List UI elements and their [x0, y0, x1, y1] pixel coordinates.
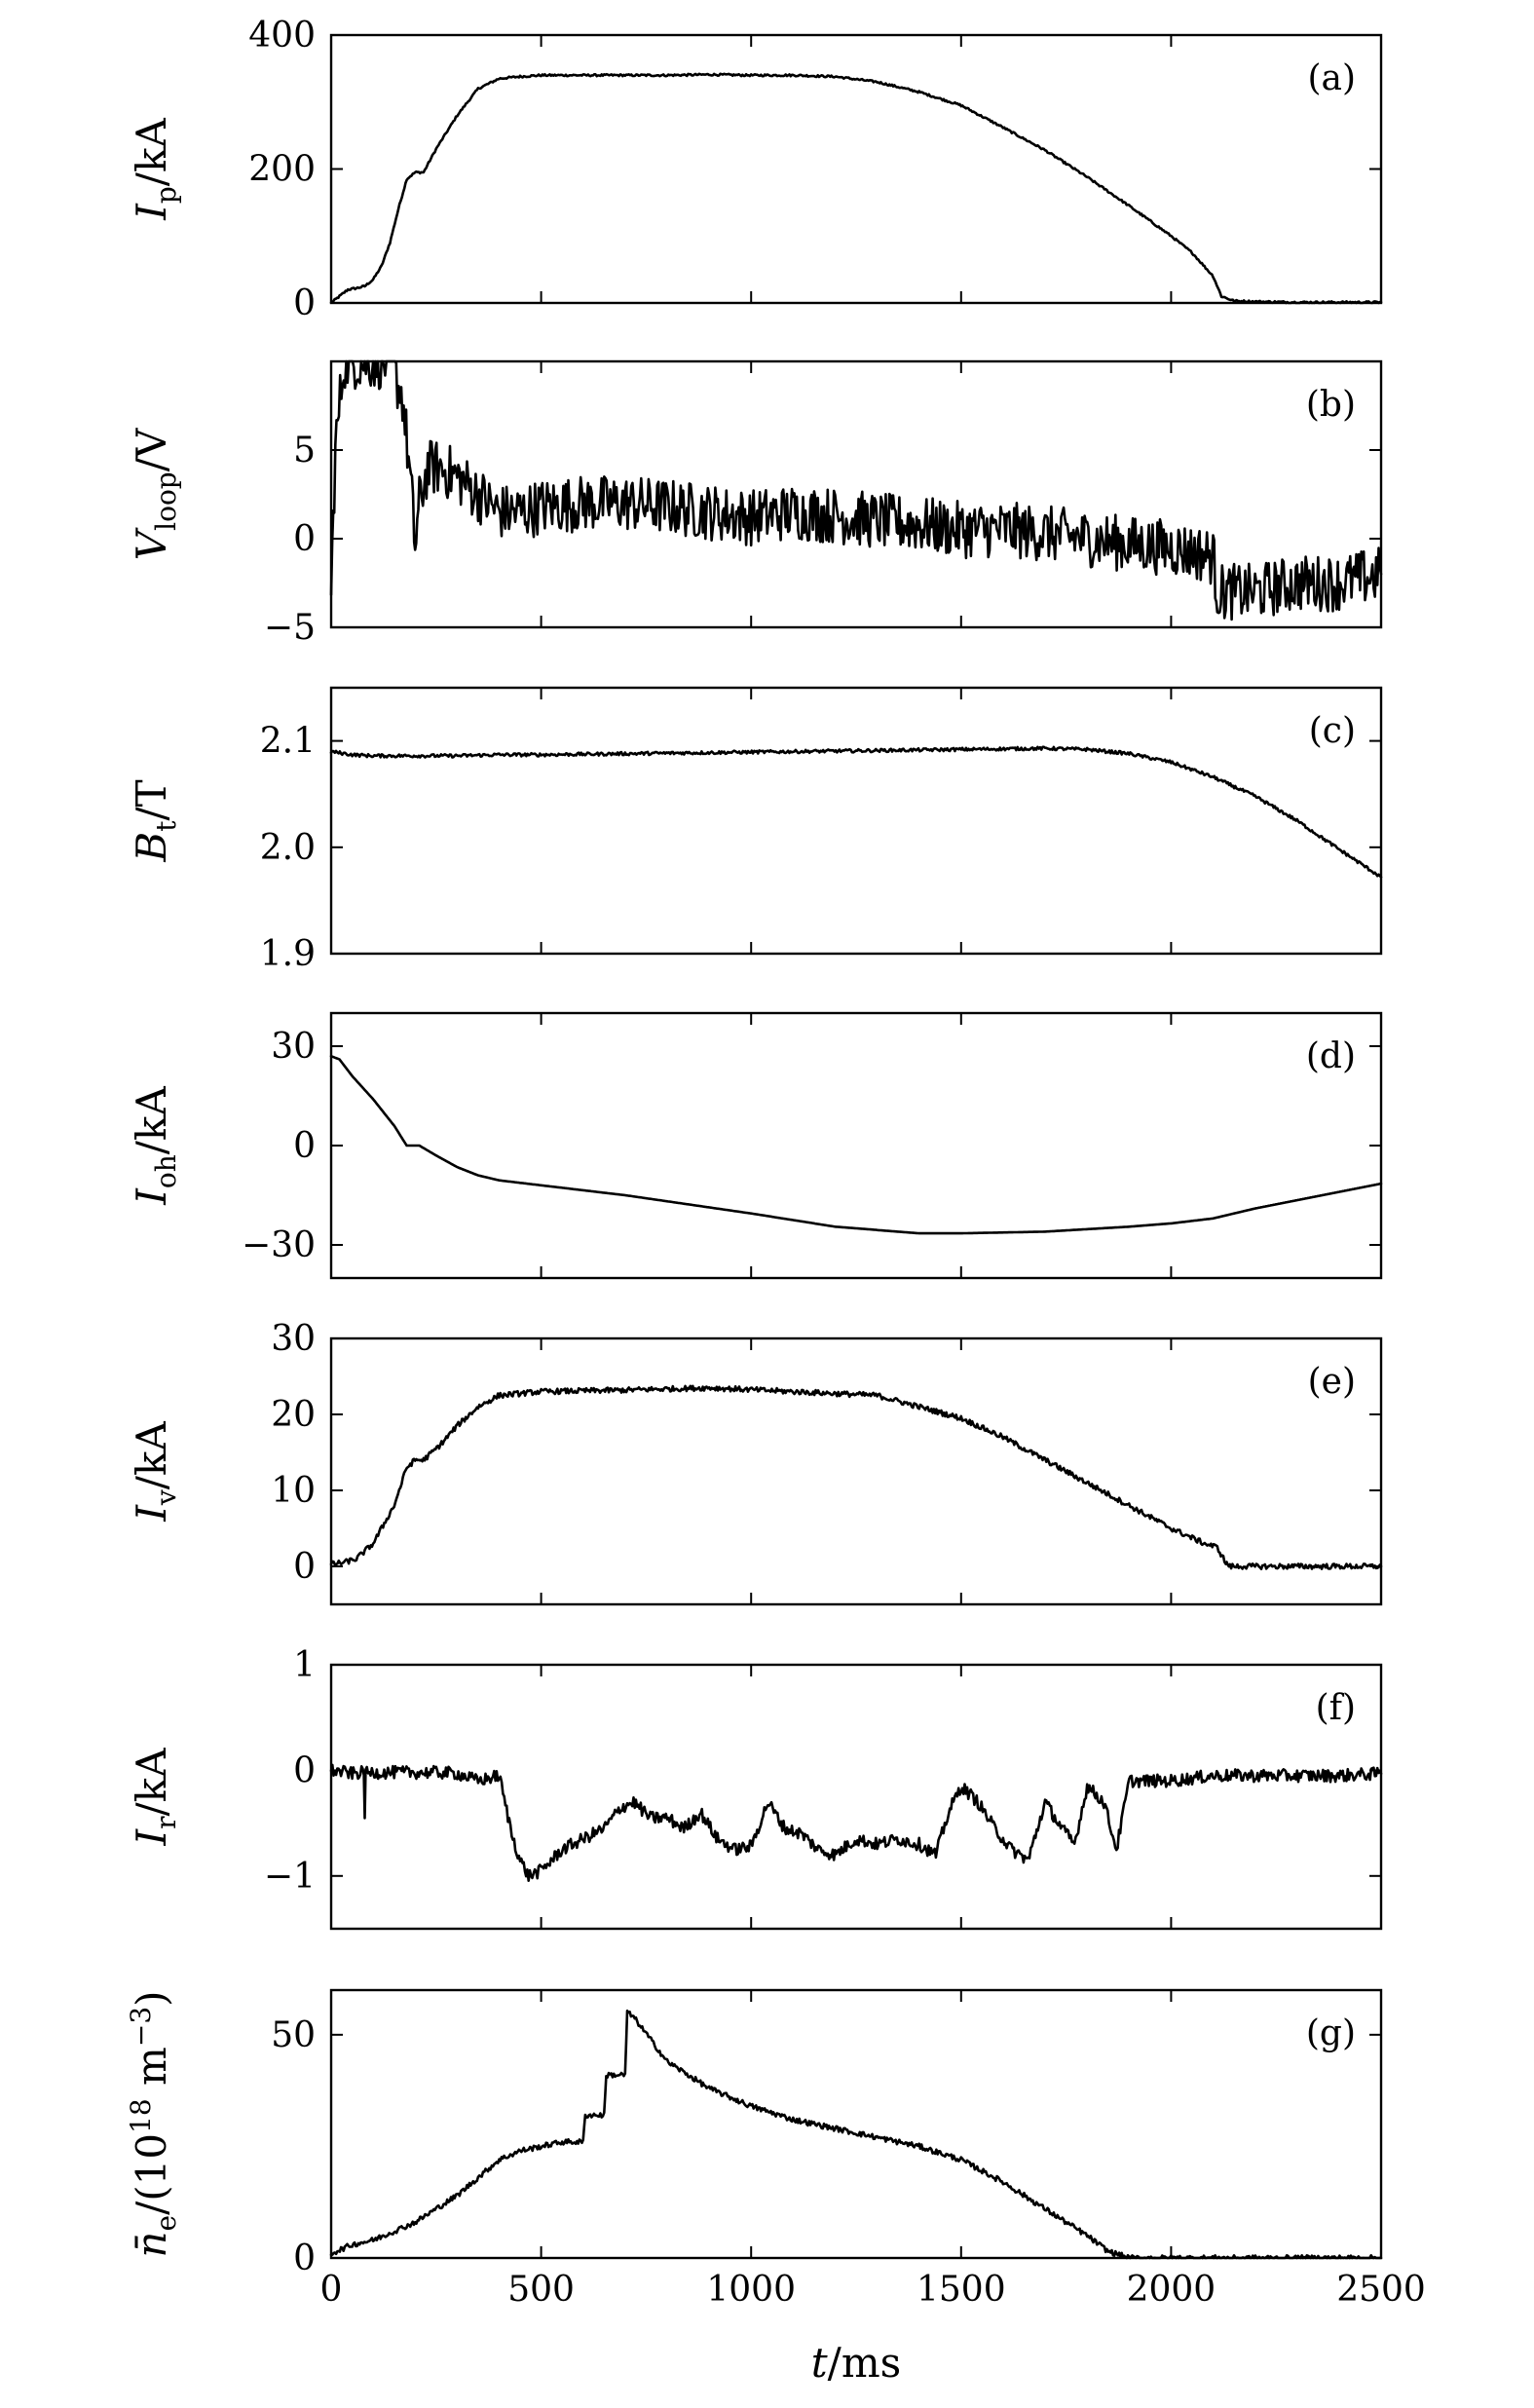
axes-frame: [329, 1336, 1383, 1606]
x-tick-label: 1500: [917, 2270, 1006, 2310]
panel-a: 0 200 400 (a) Ip/kA: [128, 16, 1383, 323]
axes-frame: [329, 686, 1383, 956]
y-tick-label: 0: [293, 2239, 316, 2278]
y-axis-label: Ioh/kA: [128, 1086, 182, 1206]
y-tick-label: 200: [248, 150, 316, 190]
y-tick-label: 0: [293, 1750, 316, 1790]
y-tick-label: −30: [242, 1225, 316, 1265]
y-axis-label: Ip/kA: [128, 118, 182, 221]
y-axis-label: n̄e/(1018 m−3): [125, 1990, 182, 2257]
panel-tag: (f): [1316, 1688, 1356, 1728]
y-axis-label: Vloop/V: [128, 428, 182, 560]
panel-b: −5 0 5 (b) Vloop/V: [128, 359, 1383, 648]
y-tick-label: 50: [271, 2015, 316, 2055]
y-axis-label: Iv/kA: [128, 1421, 182, 1523]
y-tick-label: 400: [248, 16, 316, 56]
axes-frame: [329, 1663, 1383, 1931]
y-tick-label: 1: [293, 1645, 316, 1685]
y-tick-label: 30: [271, 1319, 316, 1359]
y-axis-label: Bt/T: [128, 779, 182, 862]
y-tick-label: 0: [293, 283, 316, 323]
series-line: [329, 72, 1383, 305]
y-tick-label: 10: [271, 1471, 316, 1511]
y-axis-label: Ir/kA: [128, 1748, 182, 1847]
x-axis-label: t/ms: [811, 2339, 901, 2387]
y-tick-label: 2.0: [260, 828, 316, 868]
y-tick-label: 30: [271, 1027, 316, 1067]
panel-tag: (a): [1307, 58, 1356, 98]
y-tick-label: 0: [293, 519, 316, 559]
panel-d: −30 0 30 (d) Ioh/kA: [128, 1011, 1383, 1280]
panel-f: −1 0 1 (f) Ir/kA: [128, 1645, 1383, 1931]
panel-tag: (e): [1308, 1362, 1356, 1402]
series-line: [329, 745, 1383, 879]
y-tick-label: 2.1: [260, 722, 316, 762]
panel-tag: (d): [1306, 1036, 1356, 1076]
y-tick-label: 5: [293, 431, 316, 470]
x-tick-label: 0: [320, 2270, 343, 2310]
y-tick-label: 20: [271, 1395, 316, 1435]
panel-c: 1.9 2.0 2.1 (c) Bt/T: [128, 686, 1383, 974]
series-line: [329, 359, 1383, 621]
series-line: [329, 2009, 1383, 2260]
y-tick-label: 1.9: [260, 934, 316, 974]
y-tick-label: −1: [264, 1857, 316, 1897]
axes-frame: [329, 33, 1383, 305]
panel-e: 0 10 20 30 (e) Iv/kA: [128, 1319, 1383, 1606]
axes-frame: [329, 1011, 1383, 1280]
x-tick-label: 500: [507, 2270, 575, 2310]
series-line: [329, 1054, 1383, 1235]
panel-tag: (b): [1306, 385, 1356, 425]
series-line: [329, 1763, 1383, 1882]
panel-tag: (g): [1306, 2013, 1356, 2053]
axes-frame: [329, 1988, 1383, 2260]
axes-frame: [329, 359, 1383, 629]
panel-g: 0 50 (g) n̄e/(1018 m−3) 0 500 1000 1500 2000 2500…: [125, 1988, 1426, 2387]
y-tick-label: −5: [264, 608, 316, 648]
y-tick-label: 0: [293, 1126, 316, 1166]
x-tick-label: 1000: [706, 2270, 796, 2310]
x-tick-label: 2500: [1336, 2270, 1426, 2310]
series-line: [329, 1384, 1383, 1570]
panel-tag: (c): [1309, 711, 1356, 751]
x-tick-label: 2000: [1127, 2270, 1216, 2310]
y-tick-label: 0: [293, 1547, 316, 1587]
